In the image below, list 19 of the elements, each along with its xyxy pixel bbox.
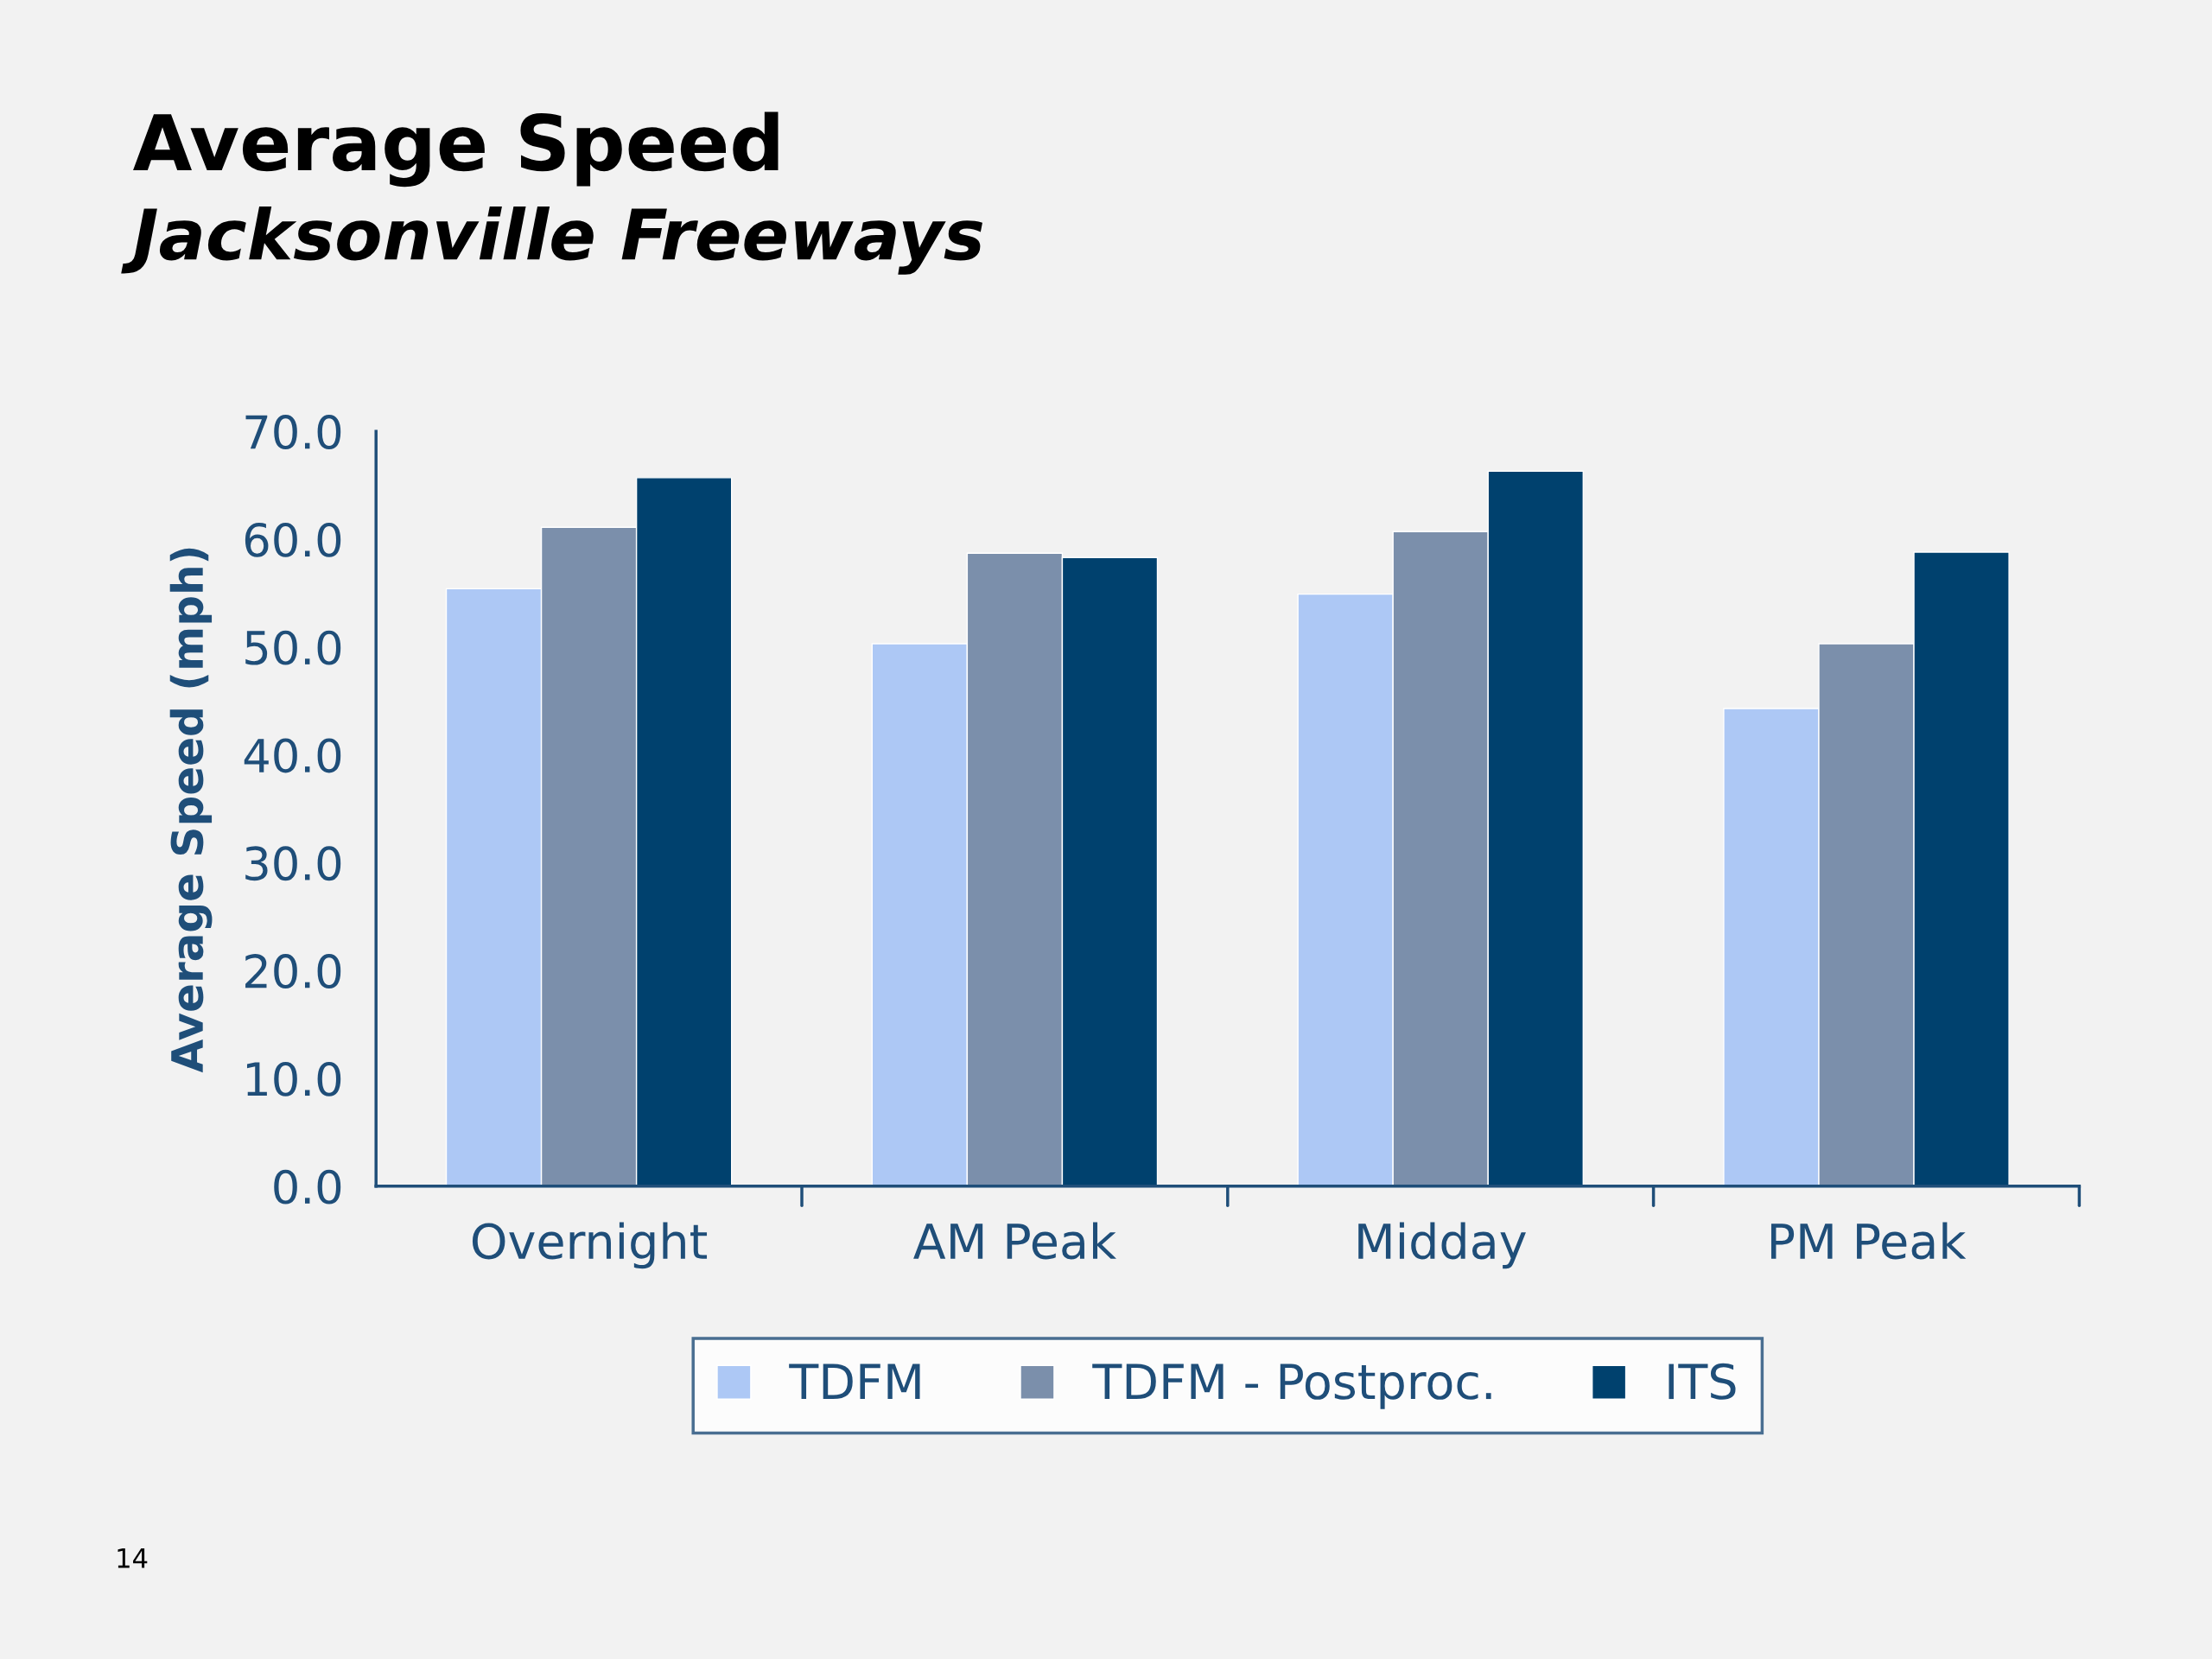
x-tick-label: Midday	[1358, 1222, 1526, 1269]
x-tick-label: AM Peak	[913, 1222, 1116, 1260]
y-tick-label: 10.0	[246, 1061, 341, 1096]
legend-label: ITS	[1669, 1363, 1736, 1400]
chart-title: Average Speed	[133, 111, 779, 188]
y-tick-label: 60.0	[245, 522, 341, 557]
x-tick-label: Overnight	[472, 1222, 708, 1269]
y-axis-title: Average Speed (mph)	[169, 548, 213, 1073]
text: 14	[118, 1548, 148, 1568]
y-tick-label: 20.0	[245, 954, 341, 988]
y-tick-label: 40.0	[244, 738, 341, 773]
legend-label: TDFM	[789, 1363, 920, 1400]
x-tick-label: PM Peak	[1770, 1222, 1967, 1260]
y-tick-label: 70.0	[245, 415, 341, 449]
y-tick-label: 50.0	[245, 630, 341, 665]
y-tick-label: 0.0	[274, 1169, 341, 1205]
chart-subtitle: Jacksonville Freeways	[121, 207, 982, 275]
y-tick-label: 30.0	[245, 846, 341, 881]
legend-label: TDFM - Postproc.	[1092, 1363, 1491, 1409]
